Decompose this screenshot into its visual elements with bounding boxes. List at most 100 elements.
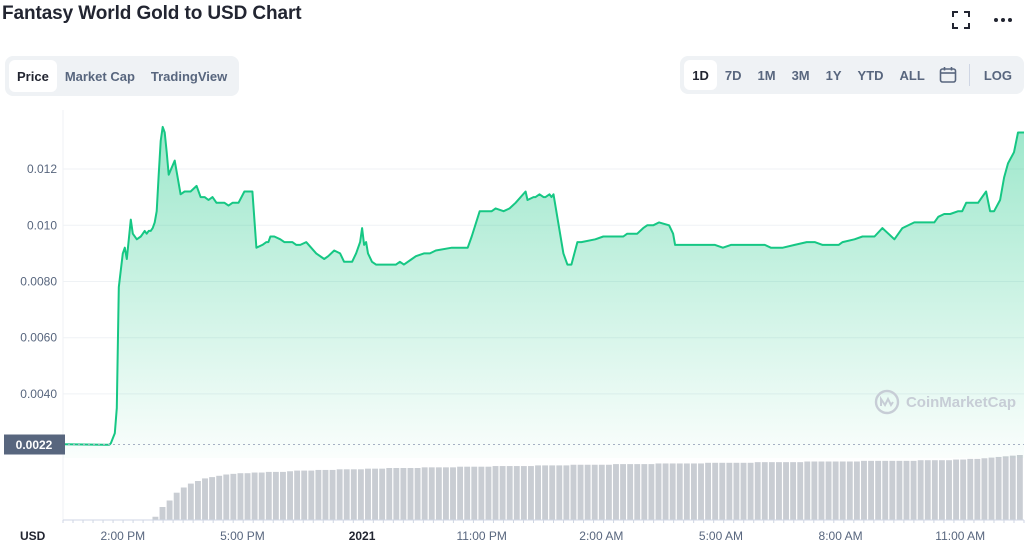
volume-bar [365, 468, 371, 520]
range-all[interactable]: ALL [899, 67, 925, 83]
volume-bar [308, 470, 315, 520]
x-tick-label: 2:00 AM [579, 529, 623, 543]
chart-title: Fantasy World Gold to USD Chart [2, 3, 302, 24]
volume-bar [570, 464, 577, 520]
volume-bar [294, 470, 301, 520]
price-line [62, 125, 1024, 446]
volume-bar [450, 467, 456, 520]
volume-bar [853, 461, 860, 520]
volume-bar [662, 463, 669, 520]
volume-bar [705, 462, 712, 520]
currency-label: USD [20, 529, 46, 543]
volume-bar [478, 466, 485, 520]
volume-bar [528, 466, 534, 520]
range-7d[interactable]: 7D [724, 67, 742, 83]
volume-bar [641, 464, 648, 520]
volume-bar [613, 464, 619, 520]
volume-bar [513, 466, 520, 520]
volume-bar [372, 468, 379, 520]
volume-bar [556, 465, 563, 520]
labels: 0.0040 0.0060 0.0080 0.010 0.012 0.0022 2:00 P… [16, 162, 985, 543]
volume-bar [995, 456, 1002, 520]
volume-bar [520, 466, 527, 520]
volume-bar [464, 466, 471, 520]
x-tick-label: 8:00 AM [819, 529, 863, 543]
volume-bar [655, 463, 662, 520]
tab-tradingview[interactable]: TradingView [150, 68, 228, 84]
volume-bar [223, 474, 230, 520]
watermark: CoinMarketCap [874, 389, 1016, 415]
volume-bar [301, 470, 308, 520]
volume-bar [953, 459, 960, 520]
range-1d[interactable]: 1D [684, 60, 717, 90]
y-tick-label: 0.012 [27, 162, 57, 176]
volume-bar [768, 462, 775, 520]
volume-bar [988, 457, 995, 520]
price-chart[interactable]: 0.0040 0.0060 0.0080 0.010 0.012 0.0022 2:00 P… [0, 100, 1030, 545]
volume-bar [386, 468, 393, 520]
y-tick-label: 0.0060 [20, 331, 57, 345]
volume-bar [173, 492, 180, 520]
volume-bar [910, 460, 917, 520]
volume-bar [442, 467, 449, 520]
tab-price[interactable]: Price [9, 60, 57, 92]
volume-bar [1002, 456, 1009, 520]
volume-bar [287, 471, 293, 520]
volume-bar [698, 463, 704, 520]
axes [4, 434, 1025, 523]
volume-bar [209, 477, 216, 520]
volume-bar [924, 460, 931, 520]
price-area-fill [63, 126, 1024, 459]
volume-bar [712, 462, 719, 520]
x-tick-label: 5:00 AM [699, 529, 743, 543]
volume-bar [669, 463, 676, 520]
tab-market-cap[interactable]: Market Cap [64, 68, 135, 84]
log-toggle[interactable]: LOG [983, 67, 1012, 83]
y-tick-label: 0.0040 [20, 387, 57, 401]
volume-bar [237, 473, 244, 520]
calendar-icon[interactable] [933, 60, 963, 90]
volume-bar [428, 467, 435, 520]
fullscreen-icon[interactable] [950, 9, 972, 31]
volume-bar [336, 469, 343, 520]
range-ytd[interactable]: YTD [857, 67, 884, 83]
volume-bar [896, 460, 903, 520]
volume-bar [549, 465, 556, 520]
volume-bar [967, 458, 974, 520]
volume-bar [194, 481, 201, 520]
volume-bar [272, 471, 279, 520]
range-3m[interactable]: 3M [791, 67, 810, 83]
volume-bar [861, 460, 867, 520]
volume-bar [230, 473, 237, 520]
range-1m[interactable]: 1M [757, 67, 776, 83]
coinmarketcap-logo-icon [874, 389, 900, 415]
more-icon[interactable] [992, 9, 1014, 31]
volume-bar [563, 465, 570, 520]
volume-bar [280, 471, 286, 520]
volume-bar [761, 462, 768, 520]
x-tick-label: 5:00 PM [220, 529, 265, 543]
volume-bar [790, 462, 797, 520]
volume-bar [251, 472, 258, 520]
volume-bar [244, 473, 251, 520]
volume-bar [605, 464, 612, 520]
current-price-badge [4, 434, 65, 455]
volume-bar [981, 458, 988, 520]
volume-bar [960, 459, 967, 520]
volume-bar [577, 464, 584, 520]
volume-bar [783, 462, 789, 520]
x-tick-label: 11:00 AM [935, 529, 985, 543]
x-tick-label: 2:00 PM [100, 529, 145, 543]
volume-bar [1016, 455, 1023, 520]
volume-bar [903, 460, 910, 520]
volume-bar [719, 462, 726, 520]
volume-bar [542, 465, 549, 520]
range-1y[interactable]: 1Y [825, 67, 842, 83]
volume-bar [357, 469, 364, 520]
volume-bars [152, 455, 1023, 520]
volume-bar [818, 461, 825, 520]
volume-bar [889, 460, 896, 520]
x-tick-label: 2021 [349, 529, 376, 543]
volume-bar [683, 463, 690, 520]
volume-bar [180, 487, 187, 520]
